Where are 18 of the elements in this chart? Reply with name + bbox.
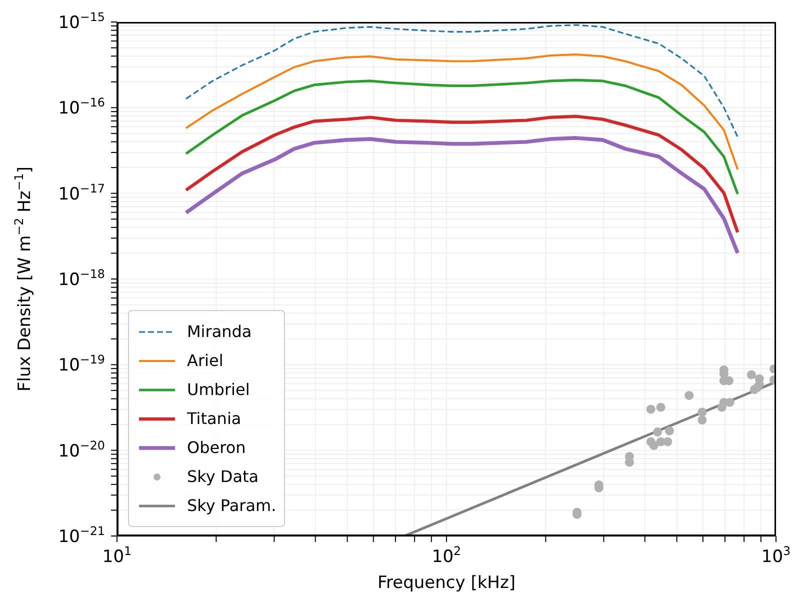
y-tick-label: 10$^{−17}$ [58,181,105,204]
legend-label: Sky Param. [187,496,276,515]
y-tick-label: 10$^{−15}$ [58,10,105,33]
x-axis-title: Frequency [kHz] [377,573,516,593]
legend-label: Sky Data [187,467,259,486]
y-tick-label: 10$^{−16}$ [58,96,105,119]
x-tick-label: 10$^{1}$ [102,544,132,567]
legend-label: Miranda [187,322,252,341]
legend-label: Oberon [187,438,246,457]
y-tick-label: 10$^{−20}$ [58,438,105,462]
x-tick-label: 10$^{2}$ [432,544,462,567]
y-tick-label: 10$^{−21}$ [58,524,105,547]
y-tick-label: 10$^{−18}$ [58,267,105,290]
y-tick-label: 10$^{−19}$ [58,352,105,376]
legend-label: Ariel [187,351,224,370]
legend-label: Umbriel [187,380,250,399]
x-tick-label: 10$^{3}$ [761,544,791,567]
legend-label: Titania [187,409,242,428]
